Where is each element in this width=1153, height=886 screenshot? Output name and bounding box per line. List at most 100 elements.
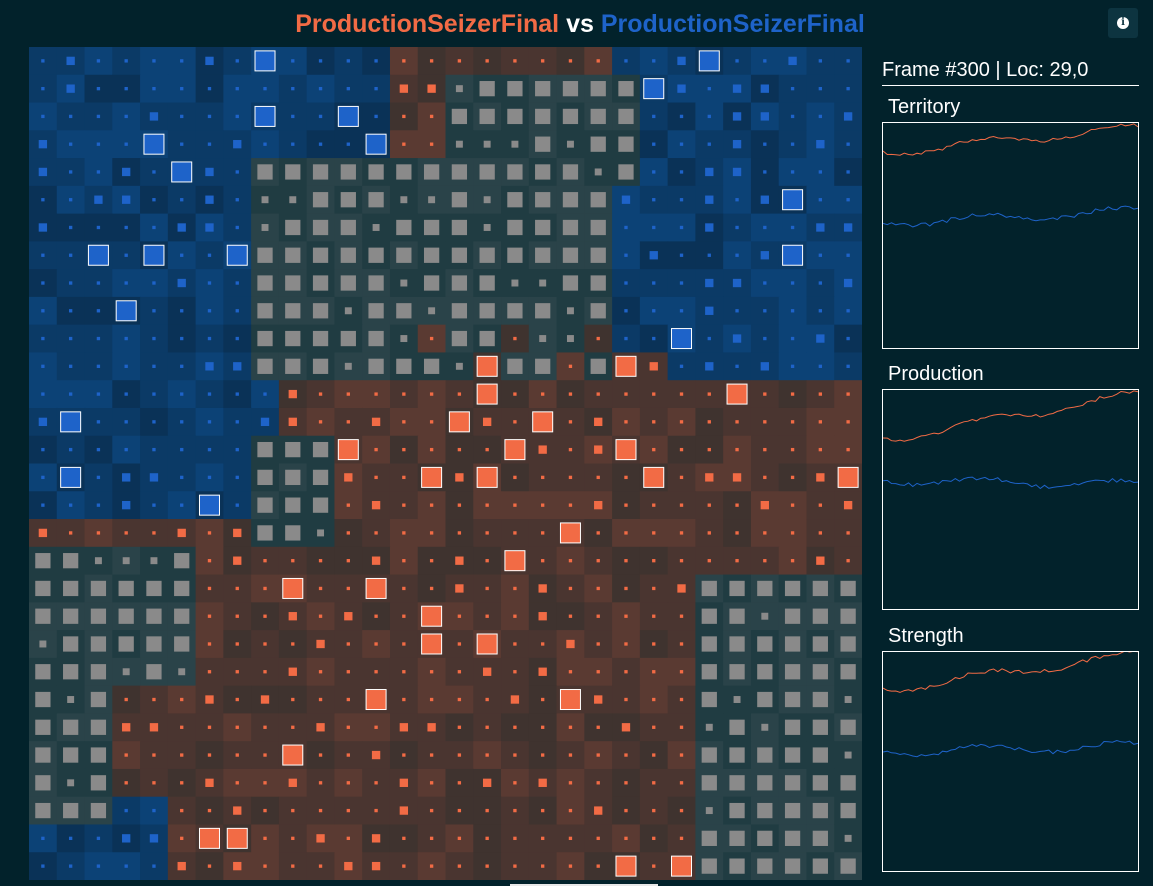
player1-unit: [652, 808, 656, 813]
player2-unit: [263, 392, 267, 396]
player1-unit: [177, 861, 186, 871]
player1-unit: [402, 836, 406, 841]
neutral-site: [705, 807, 713, 815]
player1-unit: [568, 559, 573, 563]
neutral-site: [479, 247, 495, 263]
player2-unit: [180, 503, 184, 507]
player1-unit: [288, 778, 297, 787]
player2-unit: [235, 503, 239, 507]
player2-unit: [291, 114, 295, 119]
player2-unit: [124, 114, 128, 119]
player1-unit: [652, 670, 656, 674]
player2-unit: [235, 170, 239, 174]
player2-unit: [643, 78, 665, 100]
neutral-site: [428, 196, 436, 204]
game-board[interactable]: [29, 47, 862, 880]
player2-unit: [763, 309, 767, 313]
player1-unit: [652, 420, 656, 424]
player1-unit: [291, 642, 295, 646]
game-board-canvas[interactable]: [29, 47, 862, 880]
player1-unit: [402, 447, 406, 452]
neutral-site: [285, 330, 301, 347]
player2-unit: [96, 59, 101, 63]
player1-unit: [318, 753, 323, 757]
player1-unit: [207, 614, 212, 618]
player1-unit: [485, 836, 489, 841]
player1-unit: [346, 781, 350, 785]
player1-unit: [38, 528, 48, 538]
player1-unit: [652, 447, 656, 452]
player1-unit: [457, 503, 462, 507]
player2-unit: [735, 253, 739, 257]
player1-unit: [513, 614, 517, 618]
player2-unit: [207, 392, 212, 396]
player2-unit: [235, 114, 239, 119]
player2-unit: [68, 198, 73, 202]
player1-unit: [263, 642, 267, 646]
neutral-site: [840, 858, 856, 874]
player2-unit: [790, 142, 795, 146]
player1-unit: [346, 559, 350, 563]
player1-unit: [707, 531, 711, 535]
player1-unit: [513, 670, 517, 674]
neutral-site: [423, 219, 440, 236]
player1-unit: [538, 445, 547, 454]
neutral-site: [340, 275, 356, 291]
player1-unit: [513, 531, 517, 535]
player2-unit: [624, 253, 628, 257]
player1-unit: [568, 447, 573, 452]
player1-unit: [513, 336, 517, 341]
player1-unit: [707, 559, 711, 563]
player1-unit: [344, 861, 353, 871]
player1-unit: [679, 836, 684, 841]
player2-unit: [124, 86, 128, 91]
player1-unit: [843, 500, 853, 510]
player1-unit: [624, 642, 628, 646]
neutral-site: [562, 81, 579, 97]
player1-unit: [205, 778, 214, 787]
player1-unit: [365, 577, 387, 599]
player1-unit: [180, 725, 184, 729]
player1-unit: [568, 392, 573, 396]
neutral-site: [67, 779, 75, 787]
player2-unit: [68, 142, 73, 146]
player1-unit: [371, 500, 381, 510]
neutral-site: [590, 219, 606, 236]
neutral-site: [423, 164, 440, 180]
player1-unit: [421, 605, 443, 627]
player1-unit: [510, 695, 520, 704]
player2-unit: [207, 253, 212, 257]
neutral-site: [285, 219, 301, 236]
player2-unit: [233, 362, 242, 371]
player1-unit: [594, 417, 603, 427]
neutral-site: [400, 196, 408, 204]
player1-unit: [596, 781, 600, 785]
player1-unit: [288, 612, 297, 621]
neutral-site: [507, 219, 523, 236]
player2-unit: [763, 170, 767, 174]
player1-unit: [291, 864, 295, 868]
player2-unit: [707, 336, 711, 341]
player1-unit: [485, 697, 489, 702]
player2-unit: [346, 142, 350, 146]
player2-unit: [735, 59, 739, 63]
player2-unit: [66, 56, 75, 66]
player2-unit: [782, 244, 804, 266]
player1-unit: [818, 447, 823, 452]
player1-unit: [649, 362, 658, 371]
player2-unit: [152, 392, 156, 396]
player1-unit: [679, 531, 684, 535]
player2-unit: [152, 59, 156, 63]
info-button[interactable]: i: [1108, 8, 1138, 38]
player1-unit: [346, 836, 350, 841]
neutral-site: [451, 247, 468, 263]
player1-unit: [429, 59, 434, 63]
player1-unit: [596, 336, 600, 341]
production-graph: [882, 389, 1139, 610]
neutral-site: [757, 802, 773, 819]
neutral-site: [257, 247, 273, 263]
player2-unit: [677, 84, 686, 93]
player2-unit: [122, 834, 131, 843]
neutral-site: [784, 830, 801, 846]
neutral-site: [400, 279, 408, 287]
